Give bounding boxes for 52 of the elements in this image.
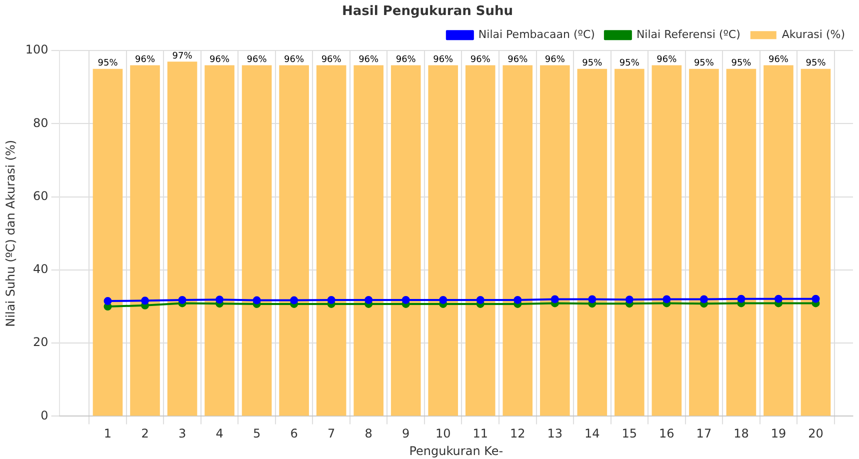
data-label: 95% (98, 58, 118, 69)
x-tick-label: 19 (770, 426, 786, 441)
data-label: 96% (656, 55, 678, 66)
x-axis-title: Pengukuran Ke- (409, 444, 504, 458)
legend-label: Akurasi (%) (782, 28, 846, 41)
y-tick-label: 20 (33, 335, 48, 350)
x-tick-label: 8 (364, 426, 372, 441)
data-label: 97% (172, 51, 193, 62)
x-tick-label: 7 (328, 426, 336, 441)
x-tick-label: 10 (435, 426, 451, 441)
data-label: 96% (246, 55, 268, 66)
data-label: 96% (321, 55, 342, 66)
y-tick-label: 80 (33, 116, 48, 130)
data-label: 95% (619, 58, 640, 69)
y-tick-label: 40 (33, 262, 48, 276)
y-tick-label: 100 (25, 42, 48, 57)
chart-title: Hasil Pengukuran Suhu (342, 4, 513, 20)
data-label: 96% (768, 55, 789, 66)
x-tick-label: 20 (808, 426, 824, 441)
x-tick-label: 17 (696, 426, 712, 441)
x-tick-label: 14 (584, 426, 600, 441)
data-label: 95% (731, 58, 752, 69)
x-tick-label: 15 (622, 426, 638, 441)
x-tick-label: 2 (141, 426, 149, 441)
data-label: 95% (806, 58, 826, 69)
x-tick-label: 18 (734, 426, 749, 441)
data-label: 96% (433, 55, 454, 66)
data-label: 95% (694, 58, 714, 69)
x-tick-label: 12 (510, 426, 526, 441)
x-tick-label: 13 (547, 426, 563, 441)
legend-label: Nilai Pembacaan (ºC) (478, 28, 595, 41)
x-tick-label: 3 (178, 426, 186, 441)
x-tick-label: 1 (104, 426, 112, 441)
data-label: 96% (358, 55, 380, 66)
x-tick-label: 5 (252, 426, 261, 441)
x-tick-label: 9 (402, 426, 410, 441)
data-label: 96% (508, 55, 528, 66)
legend-label: Nilai Referensi (ºC) (636, 28, 740, 41)
data-label: 96% (210, 55, 230, 66)
y-tick-label: 0 (40, 408, 48, 422)
data-label: 96% (284, 55, 305, 66)
data-label: 95% (582, 58, 603, 69)
y-tick-label: 60 (33, 188, 48, 203)
data-label: 96% (470, 55, 491, 66)
y-axis-title: Nilai Suhu (ºC) dan Akurasi (%) (3, 140, 18, 327)
x-tick-label: 4 (216, 426, 224, 441)
x-tick-label: 16 (659, 426, 674, 441)
data-label: 96% (135, 55, 156, 66)
x-tick-label: 11 (472, 426, 488, 441)
data-label: 96% (544, 55, 566, 66)
x-tick-label: 6 (290, 426, 298, 441)
data-label: 96% (396, 55, 416, 66)
